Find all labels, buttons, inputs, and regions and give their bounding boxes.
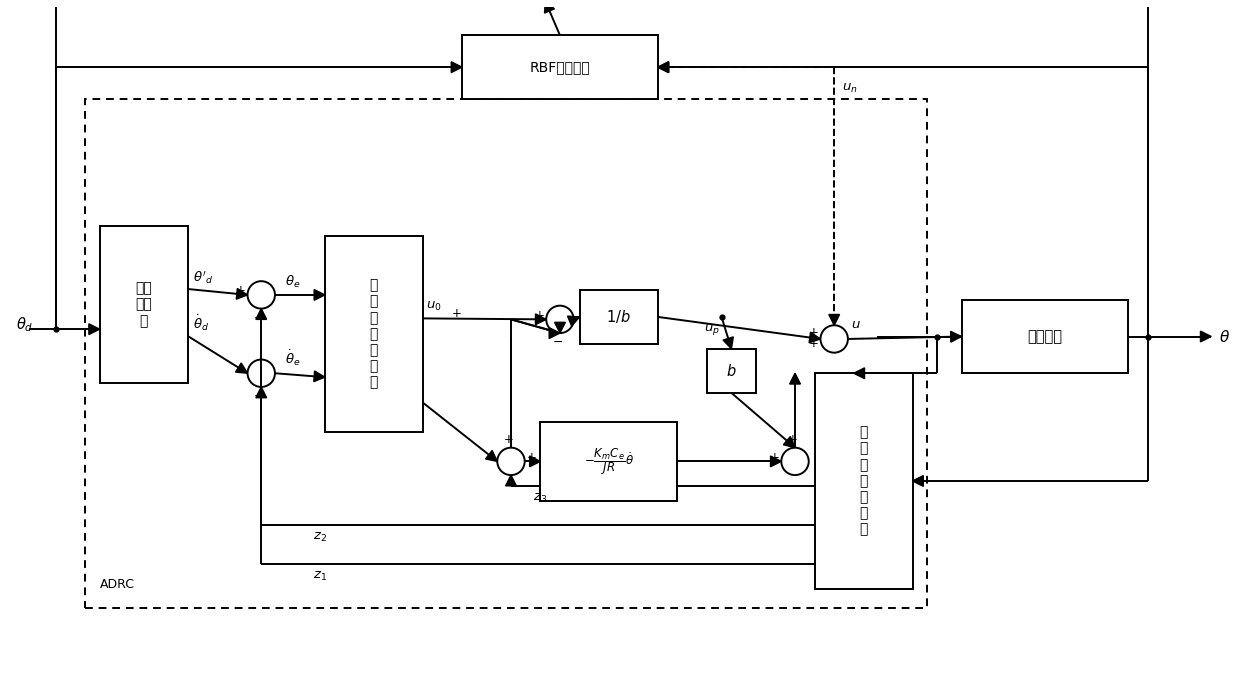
Text: +: + xyxy=(453,307,463,320)
Bar xyxy=(541,422,677,501)
Text: 扩
张
状
态
观
测
器: 扩 张 状 态 观 测 器 xyxy=(859,425,868,537)
Polygon shape xyxy=(506,475,516,486)
Polygon shape xyxy=(770,456,781,467)
Polygon shape xyxy=(314,290,325,301)
Text: $b$: $b$ xyxy=(727,363,737,379)
Circle shape xyxy=(248,359,275,387)
Bar xyxy=(325,236,423,432)
Text: $u_p$: $u_p$ xyxy=(704,321,719,337)
Bar xyxy=(99,226,187,383)
Text: $u_0$: $u_0$ xyxy=(425,301,441,313)
Text: RBF神经网络: RBF神经网络 xyxy=(529,60,590,74)
Bar xyxy=(961,300,1128,373)
Polygon shape xyxy=(237,288,248,299)
Polygon shape xyxy=(255,387,267,398)
Bar xyxy=(815,373,913,588)
Polygon shape xyxy=(808,332,821,343)
Text: $\theta_e$: $\theta_e$ xyxy=(285,274,300,290)
Polygon shape xyxy=(451,0,463,1)
Polygon shape xyxy=(536,314,547,325)
Polygon shape xyxy=(790,373,800,384)
Text: +: + xyxy=(789,433,799,446)
Polygon shape xyxy=(554,322,565,333)
Bar xyxy=(463,35,658,99)
Polygon shape xyxy=(854,368,864,379)
Polygon shape xyxy=(568,316,579,326)
Text: $\dot{\theta}_d$: $\dot{\theta}_d$ xyxy=(192,313,208,333)
Polygon shape xyxy=(255,309,267,319)
Circle shape xyxy=(248,281,275,309)
Text: −: − xyxy=(254,390,264,403)
Text: $z_2$: $z_2$ xyxy=(312,531,327,544)
Text: $\theta_d$: $\theta_d$ xyxy=(16,315,33,334)
Text: 被控对象: 被控对象 xyxy=(1027,329,1063,344)
Polygon shape xyxy=(549,328,560,338)
Polygon shape xyxy=(1200,331,1211,342)
Polygon shape xyxy=(544,1,554,13)
Polygon shape xyxy=(723,337,733,348)
Text: +: + xyxy=(505,433,513,446)
Circle shape xyxy=(821,326,848,353)
Text: 跟踪
微分
器: 跟踪 微分 器 xyxy=(135,282,153,328)
Polygon shape xyxy=(658,62,668,73)
Polygon shape xyxy=(658,62,668,73)
Bar xyxy=(579,290,658,344)
Polygon shape xyxy=(236,363,248,373)
Text: $u$: $u$ xyxy=(851,318,861,331)
Text: +: + xyxy=(770,451,780,464)
Text: $1/b$: $1/b$ xyxy=(606,309,631,326)
Text: $z_1$: $z_1$ xyxy=(312,570,327,583)
Polygon shape xyxy=(451,62,463,73)
Text: 非
线
性
误
差
反
馈: 非 线 性 误 差 反 馈 xyxy=(370,278,378,390)
Polygon shape xyxy=(828,315,839,326)
Text: $z_3$: $z_3$ xyxy=(533,492,547,505)
Polygon shape xyxy=(913,476,924,487)
Bar xyxy=(86,99,928,609)
Polygon shape xyxy=(314,371,325,381)
Circle shape xyxy=(497,448,525,475)
Polygon shape xyxy=(486,450,497,462)
Text: −: − xyxy=(553,336,563,349)
Text: $\dot{\theta}_e$: $\dot{\theta}_e$ xyxy=(285,348,300,368)
Text: $\theta$: $\theta$ xyxy=(1219,328,1230,344)
Text: $-\dfrac{K_m C_e}{JR}\dot{\theta}$: $-\dfrac{K_m C_e}{JR}\dot{\theta}$ xyxy=(584,446,634,477)
Text: +: + xyxy=(527,451,537,464)
Text: +: + xyxy=(808,326,818,338)
Text: +: + xyxy=(236,284,246,297)
Polygon shape xyxy=(951,332,961,342)
Text: $\theta'_d$: $\theta'_d$ xyxy=(192,270,213,286)
Text: +: + xyxy=(236,363,246,376)
Circle shape xyxy=(781,448,808,475)
Text: +: + xyxy=(808,338,818,350)
Bar xyxy=(707,348,756,393)
Circle shape xyxy=(547,306,574,333)
Text: −: − xyxy=(254,311,264,325)
Text: +: + xyxy=(534,309,544,322)
Text: ADRC: ADRC xyxy=(99,578,135,590)
Polygon shape xyxy=(529,456,541,467)
Polygon shape xyxy=(784,437,795,448)
Text: $u_n$: $u_n$ xyxy=(842,82,858,95)
Polygon shape xyxy=(89,324,99,334)
